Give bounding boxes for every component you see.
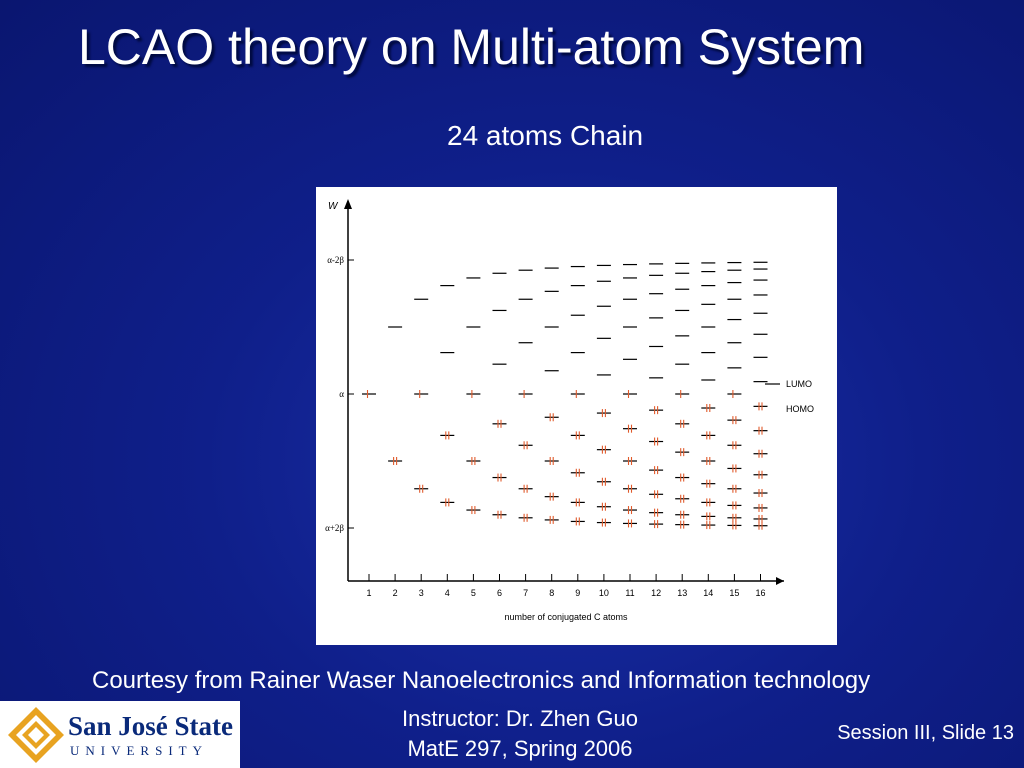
x-tick-label: 8 <box>549 588 554 598</box>
x-tick-label: 7 <box>523 588 528 598</box>
logo-name: San José State <box>68 711 234 741</box>
course-name: MatE 297, Spring 2006 <box>407 736 633 761</box>
session-label: Session III, Slide 13 <box>837 722 1014 744</box>
y-tick-label: α+2β <box>325 523 344 533</box>
slide-title: LCAO theory on Multi-atom System <box>78 19 865 75</box>
x-tick-label: 12 <box>651 588 661 598</box>
courtesy-text: Courtesy from Rainer Waser Nanoelectroni… <box>92 667 871 694</box>
x-tick-label: 4 <box>445 588 450 598</box>
y-tick-label: α-2β <box>327 255 344 265</box>
x-tick-label: 16 <box>755 588 765 598</box>
legend-homo-label: HOMO <box>786 404 814 414</box>
x-tick-label: 9 <box>575 588 580 598</box>
sjsu-emblem-icon <box>8 707 64 763</box>
x-tick-label: 13 <box>677 588 687 598</box>
y-axis-label: W <box>328 201 339 212</box>
y-axis-arrow <box>344 199 352 209</box>
x-axis-arrow <box>776 577 784 585</box>
x-tick-label: 5 <box>471 588 476 598</box>
instructor-name: Instructor: Dr. Zhen Guo <box>402 706 638 731</box>
x-tick-label: 6 <box>497 588 502 598</box>
x-tick-label: 10 <box>599 588 609 598</box>
x-tick-label: 15 <box>729 588 739 598</box>
logo-subtitle: UNIVERSITY <box>70 743 208 758</box>
x-axis-label: number of conjugated C atoms <box>504 612 628 622</box>
x-tick-label: 14 <box>703 588 713 598</box>
university-logo: San José State UNIVERSITY <box>0 701 240 768</box>
y-tick-label: α <box>339 389 344 399</box>
x-tick-label: 11 <box>625 588 634 598</box>
x-tick-label: 2 <box>393 588 398 598</box>
x-tick-label: 3 <box>419 588 424 598</box>
instructor-block: Instructor: Dr. Zhen Guo MatE 297, Sprin… <box>340 704 700 764</box>
legend-lumo-label: LUMO <box>786 379 812 389</box>
x-tick-label: 1 <box>366 588 371 598</box>
slide-subtitle: 24 atoms Chain <box>447 120 644 151</box>
